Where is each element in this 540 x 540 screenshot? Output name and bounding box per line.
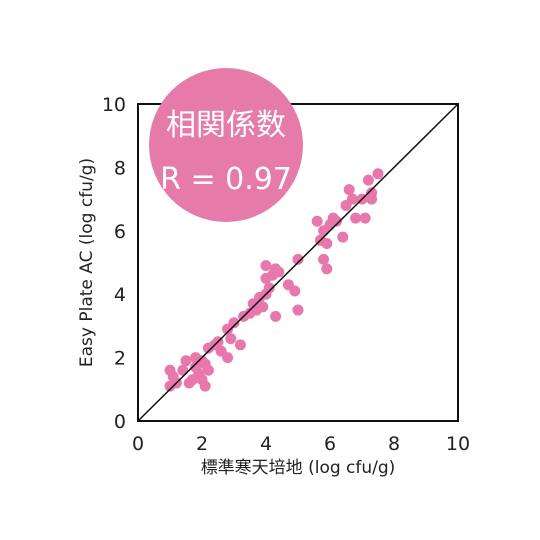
data-point bbox=[359, 212, 371, 224]
data-point bbox=[292, 253, 304, 265]
data-point bbox=[292, 304, 304, 316]
data-point bbox=[366, 193, 378, 205]
y-tick-label: 6 bbox=[114, 221, 126, 243]
x-axis-title: 標準寒天培地 (log cfu/g) bbox=[201, 458, 396, 478]
data-point bbox=[234, 339, 246, 351]
data-point bbox=[321, 263, 333, 275]
data-point bbox=[343, 184, 355, 196]
x-tick-label: 10 bbox=[446, 433, 470, 455]
y-tick-label: 2 bbox=[114, 348, 126, 370]
x-tick-label: 2 bbox=[196, 433, 208, 455]
data-point bbox=[350, 212, 362, 224]
data-point bbox=[260, 260, 272, 272]
data-point bbox=[202, 364, 214, 376]
data-point bbox=[222, 352, 234, 364]
data-point bbox=[228, 317, 240, 329]
identity-line bbox=[137, 103, 459, 422]
y-tick-label: 8 bbox=[114, 157, 126, 179]
data-point bbox=[273, 266, 285, 278]
data-point bbox=[257, 301, 269, 313]
data-point bbox=[289, 285, 301, 297]
x-tick-label: 8 bbox=[388, 433, 400, 455]
data-point bbox=[263, 282, 275, 294]
x-tick-label: 6 bbox=[324, 433, 336, 455]
y-axis-title: Easy Plate AC (log cfu/g) bbox=[77, 158, 97, 367]
badge-value: R = 0.97 bbox=[160, 162, 292, 197]
y-tick-label: 0 bbox=[114, 411, 126, 433]
data-point bbox=[362, 174, 374, 186]
data-point bbox=[199, 380, 211, 392]
data-point bbox=[337, 231, 349, 243]
data-point bbox=[167, 371, 179, 383]
x-axis-ticks: 0 2 4 6 8 10 bbox=[132, 433, 470, 455]
data-point bbox=[372, 168, 384, 180]
x-tick-label: 4 bbox=[260, 433, 272, 455]
plot-frame bbox=[137, 103, 459, 422]
data-point bbox=[177, 364, 189, 376]
data-point bbox=[318, 253, 330, 265]
data-point bbox=[225, 333, 237, 345]
data-point bbox=[330, 215, 342, 227]
data-point bbox=[270, 310, 282, 322]
badge-title: 相関係数 bbox=[166, 108, 286, 143]
x-tick-label: 0 bbox=[132, 433, 144, 455]
data-point bbox=[346, 193, 358, 205]
data-point bbox=[311, 215, 323, 227]
data-point bbox=[321, 237, 333, 249]
data-point bbox=[180, 355, 192, 367]
y-tick-label: 4 bbox=[114, 284, 126, 306]
y-tick-label: 10 bbox=[102, 94, 126, 116]
y-axis-ticks: 0 2 4 6 8 10 bbox=[102, 94, 126, 433]
correlation-badge bbox=[149, 68, 303, 222]
